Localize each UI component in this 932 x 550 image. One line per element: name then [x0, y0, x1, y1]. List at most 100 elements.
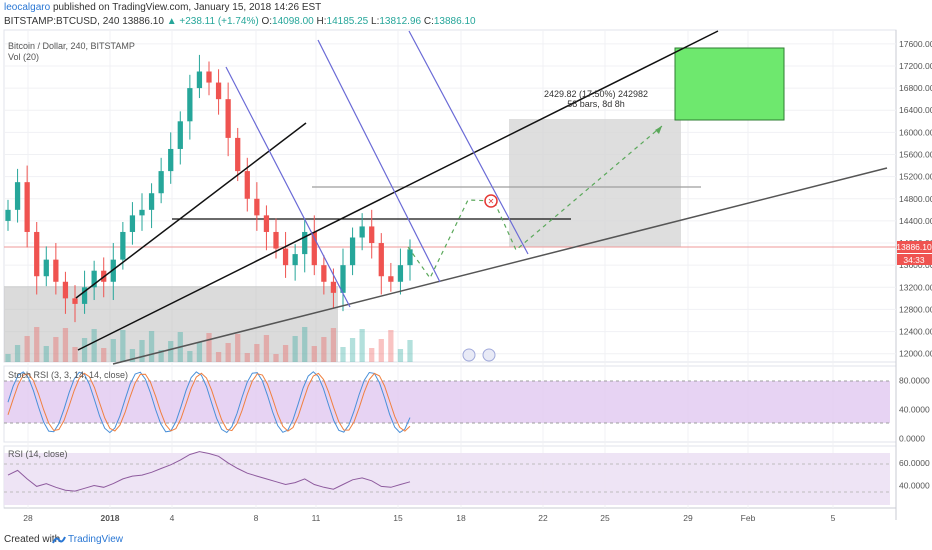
- tradingview-logo-icon: [52, 536, 66, 544]
- open-value: 14098.00: [272, 16, 314, 27]
- candle-body: [369, 226, 375, 244]
- volume-bar: [14, 345, 21, 362]
- close-label: C:: [423, 16, 434, 27]
- volume-bar: [263, 335, 270, 362]
- chart-title: Bitcoin / Dollar, 240, BITSTAMP: [8, 41, 135, 51]
- candle-body: [292, 254, 298, 266]
- symbol-label: BITSTAMP:BTCUSD, 240: [4, 16, 120, 27]
- volume-bar: [91, 329, 97, 362]
- stoch-axis: 80.0000 40.0000 0.0000: [899, 375, 930, 443]
- price-tick-label: 15600.00: [899, 150, 932, 160]
- countdown-tag-text: 34:33: [903, 255, 925, 265]
- candle-body: [177, 121, 183, 149]
- candle-body: [24, 182, 30, 232]
- volume-bar: [349, 338, 356, 362]
- volume-bar: [53, 337, 59, 362]
- time-axis[interactable]: 28 2018 4 8 11 15 18 22 25 29 Feb 5: [23, 513, 835, 523]
- event-flag-icon[interactable]: [482, 348, 496, 362]
- volume-bar: [34, 327, 40, 362]
- close-value: 13886.10: [433, 16, 476, 27]
- measure-label-bars: 58 bars, 8d 8h: [567, 99, 625, 109]
- volume-bar: [168, 341, 174, 362]
- candle-body: [158, 171, 164, 194]
- price-axis[interactable]: 17600.00 17200.00 16800.00 16400.00 16000.00…: [899, 39, 932, 359]
- candle-body: [263, 215, 270, 232]
- price-tick-label: 13600.00: [899, 260, 932, 270]
- stoch-legend: Stoch RSI (3, 3, 14, 14, close): [8, 370, 128, 380]
- candle-body: [388, 276, 394, 282]
- projection-arrowhead: [655, 126, 662, 134]
- ohlc-info: BITSTAMP:BTCUSD, 240 13886.10 ▲ +238.11 …: [4, 15, 476, 29]
- volume-bar: [369, 348, 375, 362]
- volume-bar: [206, 333, 212, 362]
- open-label: O:: [261, 16, 273, 27]
- candle-body: [244, 171, 250, 199]
- time-tick-label: 18: [456, 513, 466, 523]
- price-tick-label: 13200.00: [899, 282, 932, 292]
- author-link[interactable]: leocalgaro: [4, 2, 51, 13]
- volume-bar: [43, 346, 49, 362]
- candle-body: [397, 265, 404, 282]
- high-value: 14185.25: [326, 16, 369, 27]
- rsi-line: [7, 451, 411, 492]
- volume-bar: [5, 354, 11, 362]
- volume-bar: [397, 349, 404, 362]
- volume-bar: [158, 350, 164, 362]
- invalidation-marker-x: ✕: [488, 197, 495, 206]
- candle-body: [53, 259, 59, 282]
- volume-bar: [359, 329, 365, 362]
- candle-body: [273, 231, 279, 249]
- stoch-band: [4, 381, 890, 423]
- price-tick-label: 14800.00: [899, 194, 932, 204]
- invalidation-marker: [484, 194, 498, 208]
- time-tick-label: 11: [312, 513, 321, 523]
- time-tick-label: 22: [538, 513, 548, 523]
- price-tick-label: 14400.00: [899, 216, 932, 226]
- volume-bar: [282, 345, 289, 362]
- volume-bar: [302, 327, 308, 362]
- price-tick-label: 12000.00: [899, 349, 932, 359]
- volume-bar: [273, 354, 279, 362]
- price-tick-label: 16400.00: [899, 105, 932, 115]
- stoch-lines: [7, 371, 411, 434]
- volume-bar: [254, 344, 260, 362]
- rsi-band: [4, 453, 890, 505]
- candle-body: [302, 231, 308, 255]
- candle-body: [43, 259, 49, 277]
- time-tick-label: 15: [393, 513, 403, 523]
- rsi-tick-label: 60.0000: [899, 458, 930, 468]
- volume-bar: [24, 336, 30, 362]
- support-trendline-short: [75, 122, 307, 299]
- volume-bar: [311, 346, 317, 362]
- publish-info: leocalgaro published on TradingView.com,…: [4, 1, 321, 15]
- candle-body: [148, 193, 155, 210]
- published-text: published on TradingView.com, January 15…: [52, 2, 322, 13]
- tradingview-brand[interactable]: TradingView: [68, 534, 124, 545]
- candle-body: [378, 243, 384, 277]
- footer: Created with TradingView: [0, 530, 932, 550]
- time-tick-label: 4: [170, 513, 175, 523]
- candle-body: [340, 265, 346, 293]
- channel-line-2: [317, 39, 441, 283]
- price-tick-label: 17600.00: [899, 39, 932, 49]
- volume-bar: [129, 349, 136, 362]
- price-change: ▲ +238.11 (+1.74%): [166, 16, 259, 27]
- volume-bar: [148, 331, 155, 362]
- candle-body: [215, 82, 222, 100]
- volume-bar: [244, 353, 250, 362]
- price-tick-label: 16000.00: [899, 127, 932, 137]
- volume-bar: [225, 343, 231, 362]
- candle-body: [34, 231, 40, 277]
- volume-bar: [215, 352, 222, 362]
- price-tick-label: 15200.00: [899, 172, 932, 182]
- event-flag-icon[interactable]: [462, 348, 476, 362]
- candle-body: [206, 71, 212, 83]
- volume-bar: [110, 339, 116, 362]
- channel-line-1: [225, 66, 351, 308]
- candle-body: [321, 265, 327, 282]
- time-tick-label: 29: [683, 513, 693, 523]
- stoch-k-line: [7, 371, 411, 434]
- stoch-tick-label: 40.0000: [899, 404, 930, 414]
- price-tick-label: 16800.00: [899, 83, 932, 93]
